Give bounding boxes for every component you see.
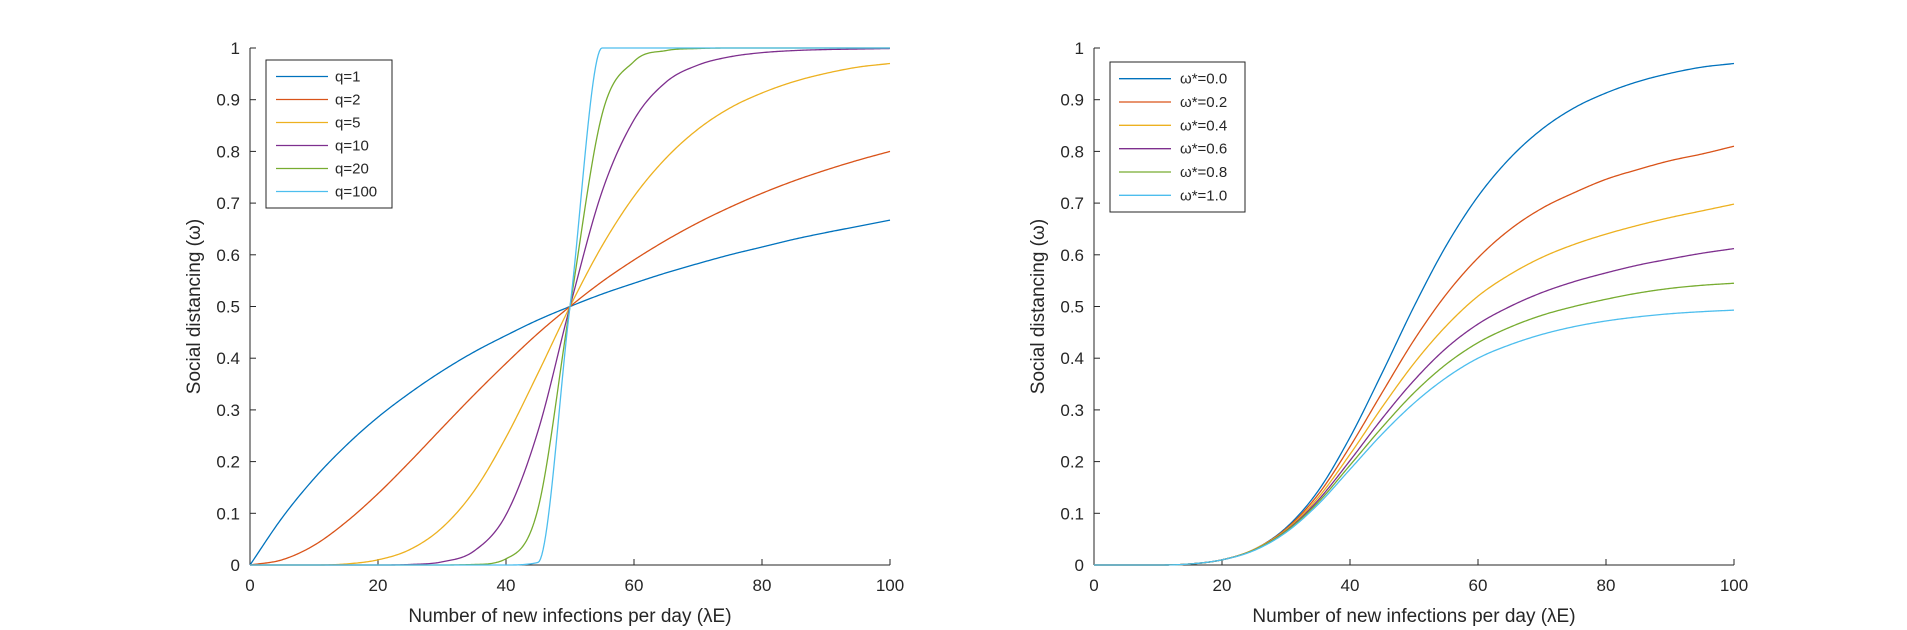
y-tick-label: 0.8 <box>1060 142 1084 161</box>
y-tick-label: 0.8 <box>216 142 240 161</box>
y-tick-label: 0.6 <box>1060 246 1084 265</box>
x-axis-label: Number of new infections per day (λE) <box>408 606 731 627</box>
y-tick-label: 0.9 <box>216 91 240 110</box>
legend-entry: q=5 <box>335 115 360 132</box>
chart-panel-1: 0 20 40 60 80 100 0 0.1 0.2 0.3 0.4 0.5 0.6 0.7 0.8 0.9… <box>184 39 904 627</box>
x-tick-label: 40 <box>1341 576 1360 595</box>
y-tick-label: 0.3 <box>216 401 240 420</box>
y-tick-label: 0.1 <box>216 504 240 523</box>
x-tick-label: 100 <box>876 576 904 595</box>
y-tick-label: 0.5 <box>216 298 240 317</box>
x-tick-label: 0 <box>1089 576 1098 595</box>
legend-entry: ω*=0.4 <box>1180 117 1227 134</box>
chart-panel-2: 0 20 40 60 80 100 0 0.1 0.2 0.3 0.4 0.5 0.6 0.7 0.8 0.9… <box>1028 39 1748 627</box>
x-tick-label: 20 <box>369 576 388 595</box>
y-tick-label: 0.7 <box>1060 194 1084 213</box>
y-axis-label: Social distancing (ω) <box>184 219 205 394</box>
legend-entry: ω*=1.0 <box>1180 187 1227 204</box>
y-axis-label: Social distancing (ω) <box>1028 219 1049 394</box>
x-tick-label: 0 <box>245 576 254 595</box>
y-tick-label: 1 <box>231 39 240 58</box>
legend-entry: q=100 <box>335 184 377 201</box>
x-tick-label: 60 <box>625 576 644 595</box>
y-tick-label: 0 <box>1075 556 1084 575</box>
y-tick-label: 0.2 <box>216 453 240 472</box>
series-line-q=2 <box>249 150 891 566</box>
x-axis-label: Number of new infections per day (λE) <box>1252 606 1575 627</box>
y-tick-label: 0.7 <box>216 194 240 213</box>
legend-entry: ω*=0.8 <box>1180 164 1227 181</box>
legend-entry: ω*=0.0 <box>1180 71 1227 88</box>
y-tick-label: 0.4 <box>1060 349 1084 368</box>
series-line-ω*=1.0 <box>1094 309 1735 566</box>
legend-entry: q=20 <box>335 161 369 178</box>
y-tick-label: 0.3 <box>1060 401 1084 420</box>
series-line-ω*=0.6 <box>1094 247 1735 566</box>
x-tick-label: 40 <box>497 576 516 595</box>
legend-entry: ω*=0.6 <box>1180 141 1227 158</box>
x-tick-label: 80 <box>1597 576 1616 595</box>
legend-box <box>1109 61 1246 213</box>
x-tick-label: 80 <box>753 576 772 595</box>
legend-entry: ω*=0.2 <box>1180 94 1227 111</box>
series-line-ω*=0.4 <box>1094 203 1735 566</box>
legend-box <box>265 59 393 209</box>
y-tick-label: 0.4 <box>216 349 240 368</box>
x-tick-label: 60 <box>1469 576 1488 595</box>
y-tick-label: 0.6 <box>216 246 240 265</box>
y-tick-label: 0.9 <box>1060 91 1084 110</box>
series-line-ω*=0.8 <box>1094 282 1735 566</box>
y-tick-label: 0.1 <box>1060 504 1084 523</box>
y-tick-label: 0.2 <box>1060 453 1084 472</box>
series-line-q=100 <box>250 47 890 566</box>
legend-entry: q=1 <box>335 69 360 86</box>
series-line-q=1 <box>249 219 891 566</box>
legend-entry: q=10 <box>335 138 369 155</box>
legend-entry: q=2 <box>335 92 360 109</box>
y-tick-label: 0.5 <box>1060 298 1084 317</box>
x-tick-label: 100 <box>1720 576 1748 595</box>
x-tick-label: 20 <box>1213 576 1232 595</box>
y-tick-label: 1 <box>1075 39 1084 58</box>
y-tick-label: 0 <box>231 556 240 575</box>
